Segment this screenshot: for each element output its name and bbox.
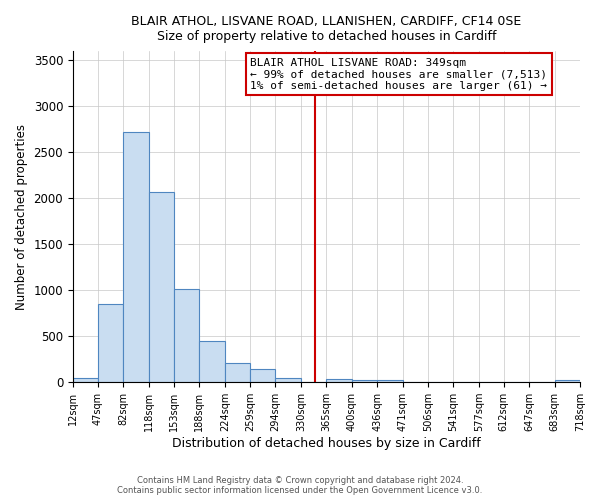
Bar [326,378,352,382]
Bar [98,304,123,382]
Y-axis label: Number of detached properties: Number of detached properties [15,124,28,310]
Bar [73,378,98,382]
Bar [174,290,199,382]
Title: BLAIR ATHOL, LISVANE ROAD, LLANISHEN, CARDIFF, CF14 0SE
Size of property relativ: BLAIR ATHOL, LISVANE ROAD, LLANISHEN, CA… [131,15,521,43]
Bar [352,380,377,382]
Text: BLAIR ATHOL LISVANE ROAD: 349sqm
← 99% of detached houses are smaller (7,513)
1%: BLAIR ATHOL LISVANE ROAD: 349sqm ← 99% o… [250,58,547,91]
Bar [555,380,580,382]
Bar [250,369,275,382]
Bar [149,192,174,382]
Bar [275,378,301,382]
Bar [123,132,149,382]
X-axis label: Distribution of detached houses by size in Cardiff: Distribution of detached houses by size … [172,437,481,450]
Text: Contains HM Land Registry data © Crown copyright and database right 2024.
Contai: Contains HM Land Registry data © Crown c… [118,476,482,495]
Bar [225,363,250,382]
Bar [377,380,403,382]
Bar [199,341,225,382]
